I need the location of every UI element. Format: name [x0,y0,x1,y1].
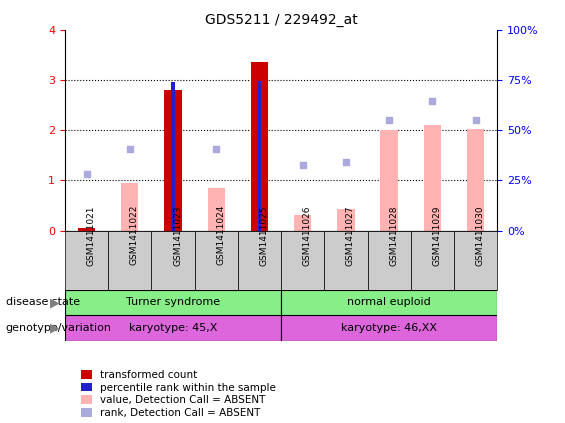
Point [341,158,350,165]
Point [428,98,437,105]
Bar [65,231,108,290]
Bar [238,231,281,290]
Point [471,117,480,124]
Bar [337,209,355,231]
Point [212,146,221,153]
Bar [164,90,182,231]
Bar [281,290,497,315]
Bar [294,215,311,231]
Point [298,162,307,169]
Bar [65,290,281,315]
Point [125,146,134,153]
Point [82,171,91,178]
Bar [454,231,497,290]
Title: GDS5211 / 229492_at: GDS5211 / 229492_at [205,13,358,27]
Text: GSM1411022: GSM1411022 [130,205,139,266]
Bar [65,315,281,341]
Bar [281,231,324,290]
Bar [411,231,454,290]
Bar [171,82,175,231]
Text: Turner syndrome: Turner syndrome [126,297,220,308]
Text: GSM1411021: GSM1411021 [86,205,95,266]
Bar [367,231,411,290]
Text: GSM1411030: GSM1411030 [476,205,485,266]
Bar [207,188,225,231]
Text: genotype/variation: genotype/variation [6,323,112,333]
Bar [424,125,441,231]
Bar [78,228,95,231]
Bar [281,315,497,341]
Text: normal euploid: normal euploid [347,297,431,308]
Text: GSM1411023: GSM1411023 [173,205,182,266]
Point [385,117,394,124]
Text: karyotype: 46,XX: karyotype: 46,XX [341,323,437,333]
Text: GSM1411027: GSM1411027 [346,205,355,266]
Legend: transformed count, percentile rank within the sample, value, Detection Call = AB: transformed count, percentile rank withi… [81,370,276,418]
Text: GSM1411026: GSM1411026 [303,205,312,266]
Bar [78,228,95,231]
Bar [324,231,368,290]
Bar [258,81,261,231]
Bar [380,130,398,231]
Text: GSM1411029: GSM1411029 [432,205,441,266]
Text: GSM1411028: GSM1411028 [389,205,398,266]
Bar [251,62,268,231]
Bar [121,183,138,231]
Bar [467,129,484,231]
Text: ▶: ▶ [50,321,59,334]
Text: GSM1411024: GSM1411024 [216,205,225,266]
Bar [194,231,238,290]
Text: GSM1411025: GSM1411025 [259,205,268,266]
Text: ▶: ▶ [50,296,59,309]
Bar [108,231,151,290]
Text: karyotype: 45,X: karyotype: 45,X [129,323,217,333]
Bar [151,231,194,290]
Text: disease state: disease state [6,297,80,308]
